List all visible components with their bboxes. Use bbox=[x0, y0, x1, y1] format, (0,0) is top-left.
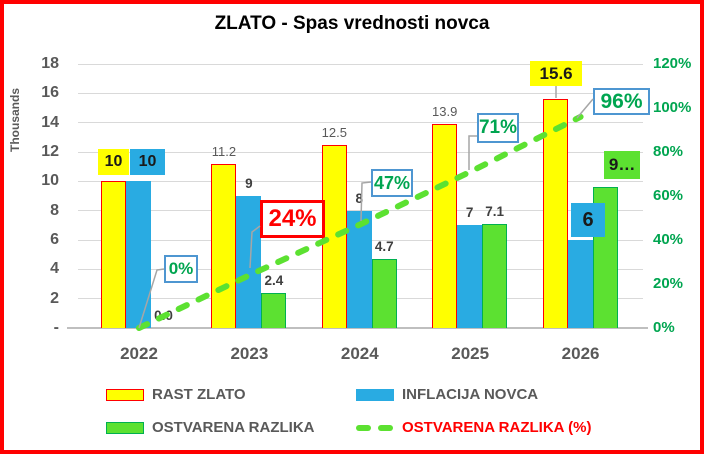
bar-inflacija-novca-2025 bbox=[457, 225, 483, 328]
right-axis-tick: 120% bbox=[653, 55, 692, 72]
legend-label: OSTVARENA RAZLIKA bbox=[152, 419, 315, 436]
left-axis-tick: 14 bbox=[41, 113, 59, 131]
x-axis-label-2022: 2022 bbox=[120, 344, 158, 363]
x-axis-label-2023: 2023 bbox=[230, 344, 269, 363]
bar-ostvarena-razlika-2023 bbox=[261, 292, 287, 328]
bar-label-ostvarena-razlika-2023: 2.4 bbox=[264, 272, 284, 288]
line-label-71pct: 71% bbox=[477, 113, 519, 143]
x-axis-label-2024: 2024 bbox=[340, 344, 379, 363]
legend-dash-segment bbox=[356, 424, 371, 431]
left-axis-tick: 18 bbox=[41, 55, 59, 72]
x-axis-label-2026: 2026 bbox=[561, 344, 600, 363]
left-axis-tick: 8 bbox=[50, 201, 59, 219]
legend-label: INFLACIJA NOVCA bbox=[402, 386, 539, 403]
gridline bbox=[78, 92, 643, 94]
bar-ostvarena-razlika-2024 bbox=[371, 259, 397, 328]
bar-label-ostvarena-razlika-2024: 4.7 bbox=[374, 239, 394, 255]
bar-label-inflacija-novca-2025: 7 bbox=[465, 205, 474, 221]
legend-item-ostvarena-razlika: OSTVARENA RAZLIKA (%) bbox=[356, 419, 591, 436]
legend-swatch-inflacija-novca bbox=[356, 388, 394, 401]
y-axis-title: Thousands bbox=[8, 88, 22, 153]
gridline bbox=[78, 63, 643, 65]
line-label-0pct: 0% bbox=[164, 255, 198, 283]
bar-label-rast-zlato-2025: 13.9 bbox=[432, 104, 458, 120]
bar-rast-zlato-2023 bbox=[211, 163, 237, 328]
left-axis-tick: 10 bbox=[41, 172, 59, 190]
bar-label-ostvarena-razlika-2025: 7.1 bbox=[485, 203, 505, 219]
bar-inflacija-novca-2023 bbox=[236, 196, 262, 328]
bar-rast-zlato-2024 bbox=[321, 144, 347, 328]
line-label-47pct: 47% bbox=[371, 169, 413, 197]
left-axis-tick: 4 bbox=[50, 260, 59, 278]
left-axis-tick: 12 bbox=[41, 143, 59, 160]
left-axis-tick: 16 bbox=[41, 84, 59, 102]
right-axis-tick: 40% bbox=[653, 231, 684, 248]
x-axis-label-2025: 2025 bbox=[451, 344, 490, 363]
legend-dash-segment bbox=[378, 424, 393, 431]
bar-label-inflacija-novca-2022: 10 bbox=[130, 149, 165, 176]
right-axis-tick: 80% bbox=[653, 143, 684, 160]
legend-swatch-ostvarena-razlika bbox=[106, 421, 144, 434]
right-axis-tick: 100% bbox=[653, 99, 692, 116]
line-label-24pct: 24% bbox=[260, 200, 325, 238]
bar-label-rast-zlato-2023: 11.2 bbox=[211, 143, 237, 159]
legend-label: OSTVARENA RAZLIKA (%) bbox=[402, 419, 592, 436]
bar-rast-zlato-2025 bbox=[432, 124, 458, 328]
bar-ostvarena-razlika-2025 bbox=[482, 223, 508, 328]
left-axis-tick: 2 bbox=[50, 289, 59, 307]
right-axis-tick: 60% bbox=[653, 187, 684, 204]
bar-inflacija-novca-2024 bbox=[346, 210, 372, 328]
left-axis-tick: - bbox=[53, 319, 59, 336]
bar-label-ostvarena-razlika-2022: 0.0 bbox=[154, 308, 173, 323]
bar-label-inflacija-novca-2026: 6 bbox=[571, 203, 606, 237]
legend-label: RAST ZLATO bbox=[152, 386, 246, 403]
right-axis-tick: 20% bbox=[653, 275, 684, 292]
legend-item-rast-zlato: RAST ZLATO bbox=[106, 386, 246, 403]
bar-label-rast-zlato-2026: 15.6 bbox=[530, 61, 583, 87]
bar-inflacija-novca-2022 bbox=[126, 181, 151, 328]
right-axis-tick: 0% bbox=[653, 319, 675, 336]
bar-label-rast-zlato-2022: 10 bbox=[98, 149, 129, 176]
legend-swatch-ostvarena-razlika bbox=[356, 424, 394, 431]
line-label-96pct: 96% bbox=[593, 88, 650, 115]
chart-title: ZLATO - Spas vrednosti novca bbox=[214, 13, 490, 34]
left-axis-tick: 6 bbox=[50, 231, 59, 248]
bar-rast-zlato-2026 bbox=[542, 99, 568, 328]
bar-label-inflacija-novca-2024: 8 bbox=[355, 190, 364, 206]
bar-label-ostvarena-razlika-2026: 9… bbox=[604, 151, 641, 180]
bar-label-inflacija-novca-2023: 9 bbox=[245, 176, 253, 191]
legend-swatch-rast-zlato bbox=[106, 388, 144, 401]
bar-label-rast-zlato-2024: 12.5 bbox=[321, 124, 347, 140]
legend-item-inflacija-novca: INFLACIJA NOVCA bbox=[356, 386, 538, 403]
legend-item-ostvarena-razlika: OSTVARENA RAZLIKA bbox=[106, 419, 315, 436]
bar-rast-zlato-2022 bbox=[101, 181, 126, 328]
bar-inflacija-novca-2026 bbox=[567, 240, 593, 328]
